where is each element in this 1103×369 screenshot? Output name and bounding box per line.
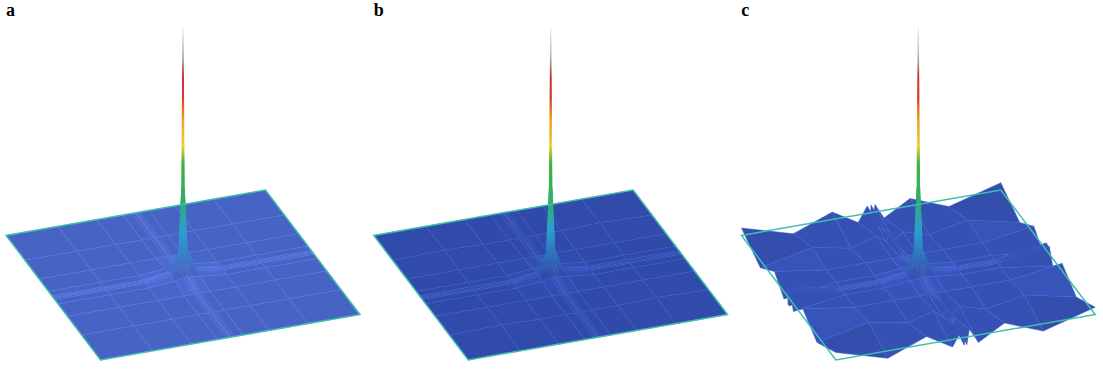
surface-cell [547,202,551,263]
surface-cell [998,247,1053,268]
surface-cell [191,262,220,267]
figure: a b c [0,0,1103,369]
surface-cell [760,248,826,272]
plot-frame [6,190,360,360]
plot-area [374,27,728,360]
surface-cell [559,262,588,267]
plot-frame [374,190,728,360]
surface-cell [931,267,957,268]
surface-cell [562,266,589,267]
surface-cell [930,266,957,267]
surface-cell [195,267,221,268]
surface-cell [182,27,184,201]
surface-cell [563,267,589,268]
panel: b [374,0,728,360]
surface-cell [449,325,520,360]
panel: a [6,0,360,360]
plot-area [741,27,1095,360]
panel-label: b [374,0,384,20]
surface-cell [195,266,222,267]
surface-cell [180,202,184,263]
surface-cell [82,326,153,360]
plot-area [6,27,360,360]
surface-cell [549,27,551,201]
plot-frame [741,190,1095,360]
panel-label: a [6,0,15,20]
panel: c [741,0,1095,360]
surface-cell [927,262,956,267]
panel-label: c [741,0,749,20]
surface-cell [917,27,919,201]
surface-cell [915,202,919,263]
